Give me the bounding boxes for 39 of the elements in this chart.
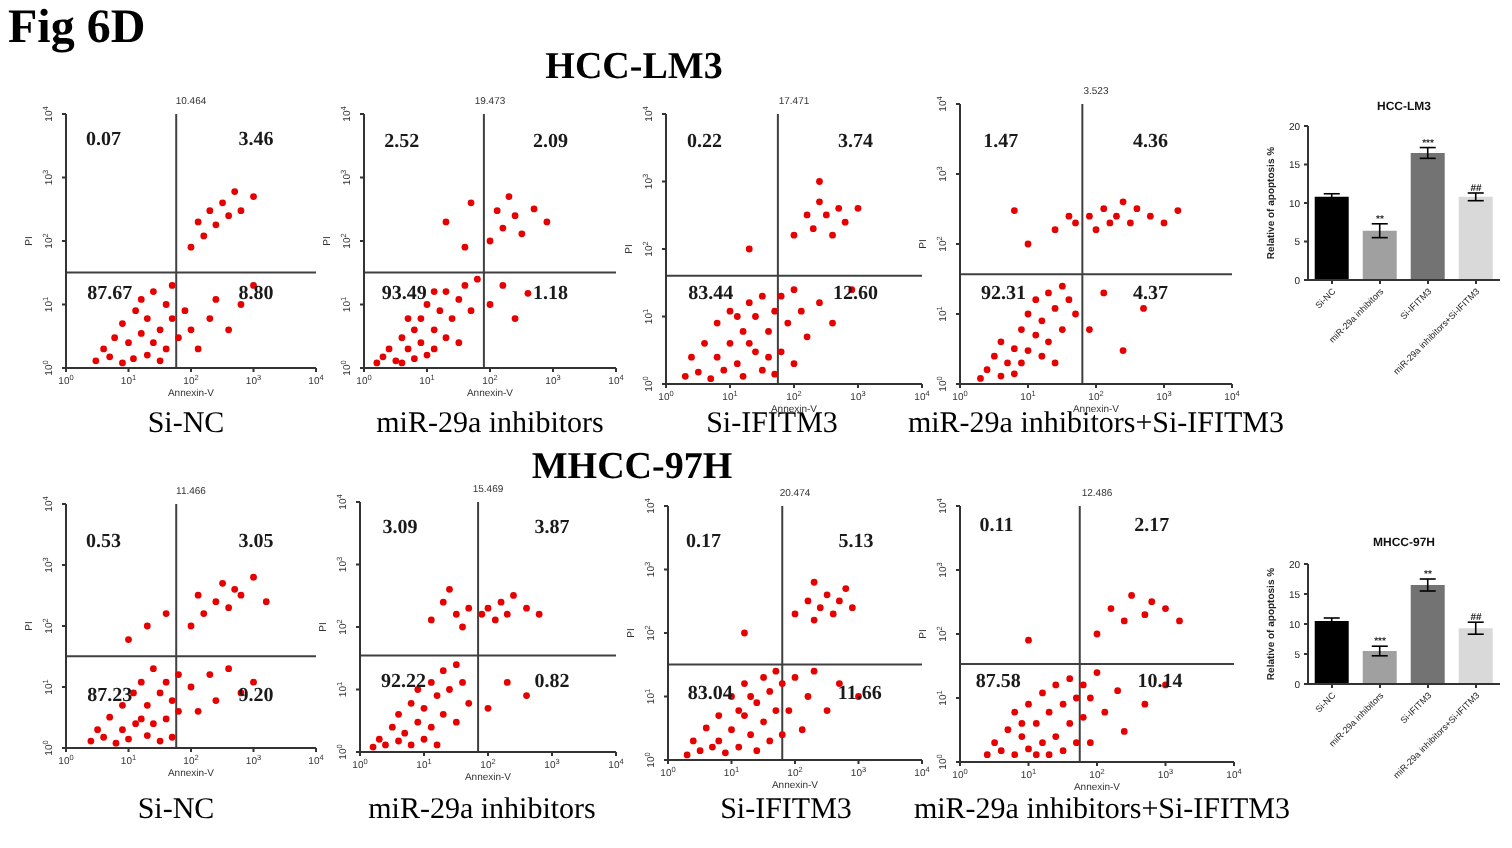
annotation: 83.44 bbox=[688, 283, 734, 306]
annotation: 3.74 bbox=[837, 130, 873, 152]
annotation: 0.53 bbox=[86, 530, 121, 553]
text: Si-NC bbox=[137, 794, 215, 826]
annotation: 10.14 bbox=[1137, 671, 1183, 694]
caption: Fig 6D bbox=[8, 2, 146, 55]
annotation: 93.49 bbox=[381, 283, 427, 306]
annotation: 3.09 bbox=[382, 517, 418, 540]
annotation: 2.52 bbox=[384, 130, 420, 153]
annotation: 92.31 bbox=[981, 283, 1026, 306]
text: miR-29a inhibitors bbox=[368, 794, 596, 826]
annotation: 11.66 bbox=[837, 682, 882, 705]
annotation: 4.37 bbox=[1132, 283, 1168, 306]
annotation: 1.47 bbox=[983, 130, 1019, 153]
annotation: 0.07 bbox=[86, 128, 121, 151]
annotation: 2.17 bbox=[1134, 514, 1170, 537]
annotation: 3.46 bbox=[238, 128, 274, 151]
annotation: 8.80 bbox=[238, 283, 274, 306]
text: Si-IFITM3 bbox=[720, 794, 852, 826]
annotation: 5.13 bbox=[838, 530, 874, 553]
annotation: 4.36 bbox=[1132, 130, 1168, 153]
annotation: 92.22 bbox=[381, 671, 426, 693]
annotation: 87.67 bbox=[87, 283, 133, 306]
annotation: 0.82 bbox=[534, 671, 570, 693]
annotation: 0.17 bbox=[686, 530, 722, 553]
annotation: 1.18 bbox=[532, 283, 568, 306]
annotation: 87.23 bbox=[87, 685, 133, 708]
annotation: 3.05 bbox=[238, 530, 274, 553]
annotation: 83.04 bbox=[687, 682, 733, 705]
annotation: 3.87 bbox=[534, 517, 570, 540]
annotation: 0.22 bbox=[686, 130, 722, 152]
text: miR-29a inhibitors+Si-IFITM3 bbox=[913, 794, 1291, 826]
text: HCC-LM3 bbox=[543, 46, 725, 90]
annotation: 87.58 bbox=[975, 671, 1021, 694]
annotation: 9.20 bbox=[238, 685, 274, 708]
annotation: 2.09 bbox=[532, 130, 568, 153]
annotation: 12.60 bbox=[832, 283, 878, 306]
text: MHCC-97H bbox=[531, 446, 733, 488]
annotation: 0.11 bbox=[979, 514, 1014, 537]
